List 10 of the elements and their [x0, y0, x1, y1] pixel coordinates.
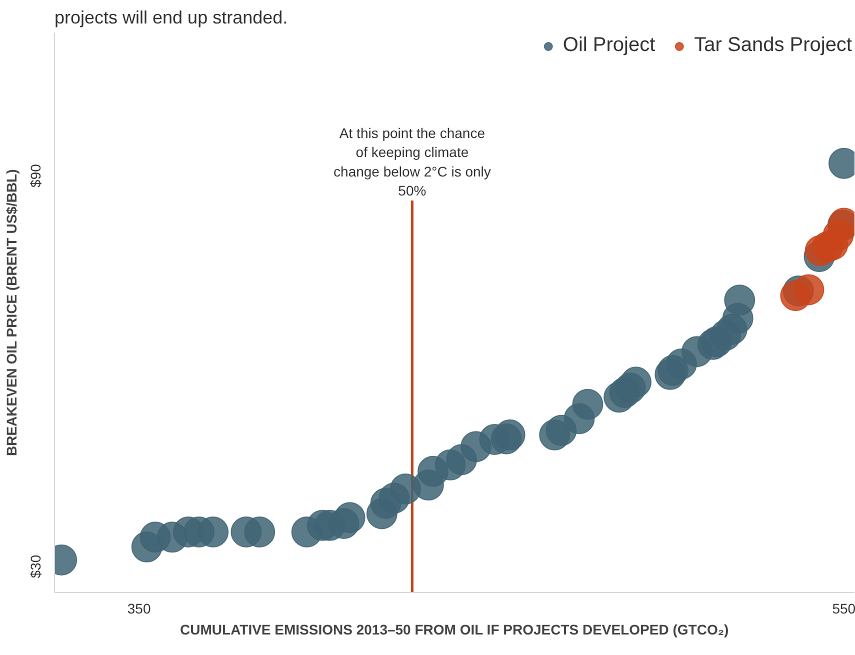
- legend-label: Tar Sands Project: [694, 34, 852, 57]
- y-tick-label: $90: [28, 164, 44, 188]
- y-axis-title: BREAKEVEN OIL PRICE (BRENT US$/BBL): [4, 169, 20, 456]
- ref-line-label: At this point the chance of keeping climate change below 2°C is only 50%: [334, 124, 491, 198]
- x-tick-label: 350: [127, 600, 151, 616]
- x-axis-title: CUMULATIVE EMISSIONS 2013–50 FROM OIL IF PROJECTS DEVELOPED (GTCO₂): [180, 622, 729, 638]
- x-tick-label: 550: [832, 600, 855, 616]
- chart-subtitle: projects will end up stranded.: [54, 8, 288, 28]
- legend-label: Oil Project: [562, 34, 656, 57]
- y-tick-label: $30: [28, 554, 44, 578]
